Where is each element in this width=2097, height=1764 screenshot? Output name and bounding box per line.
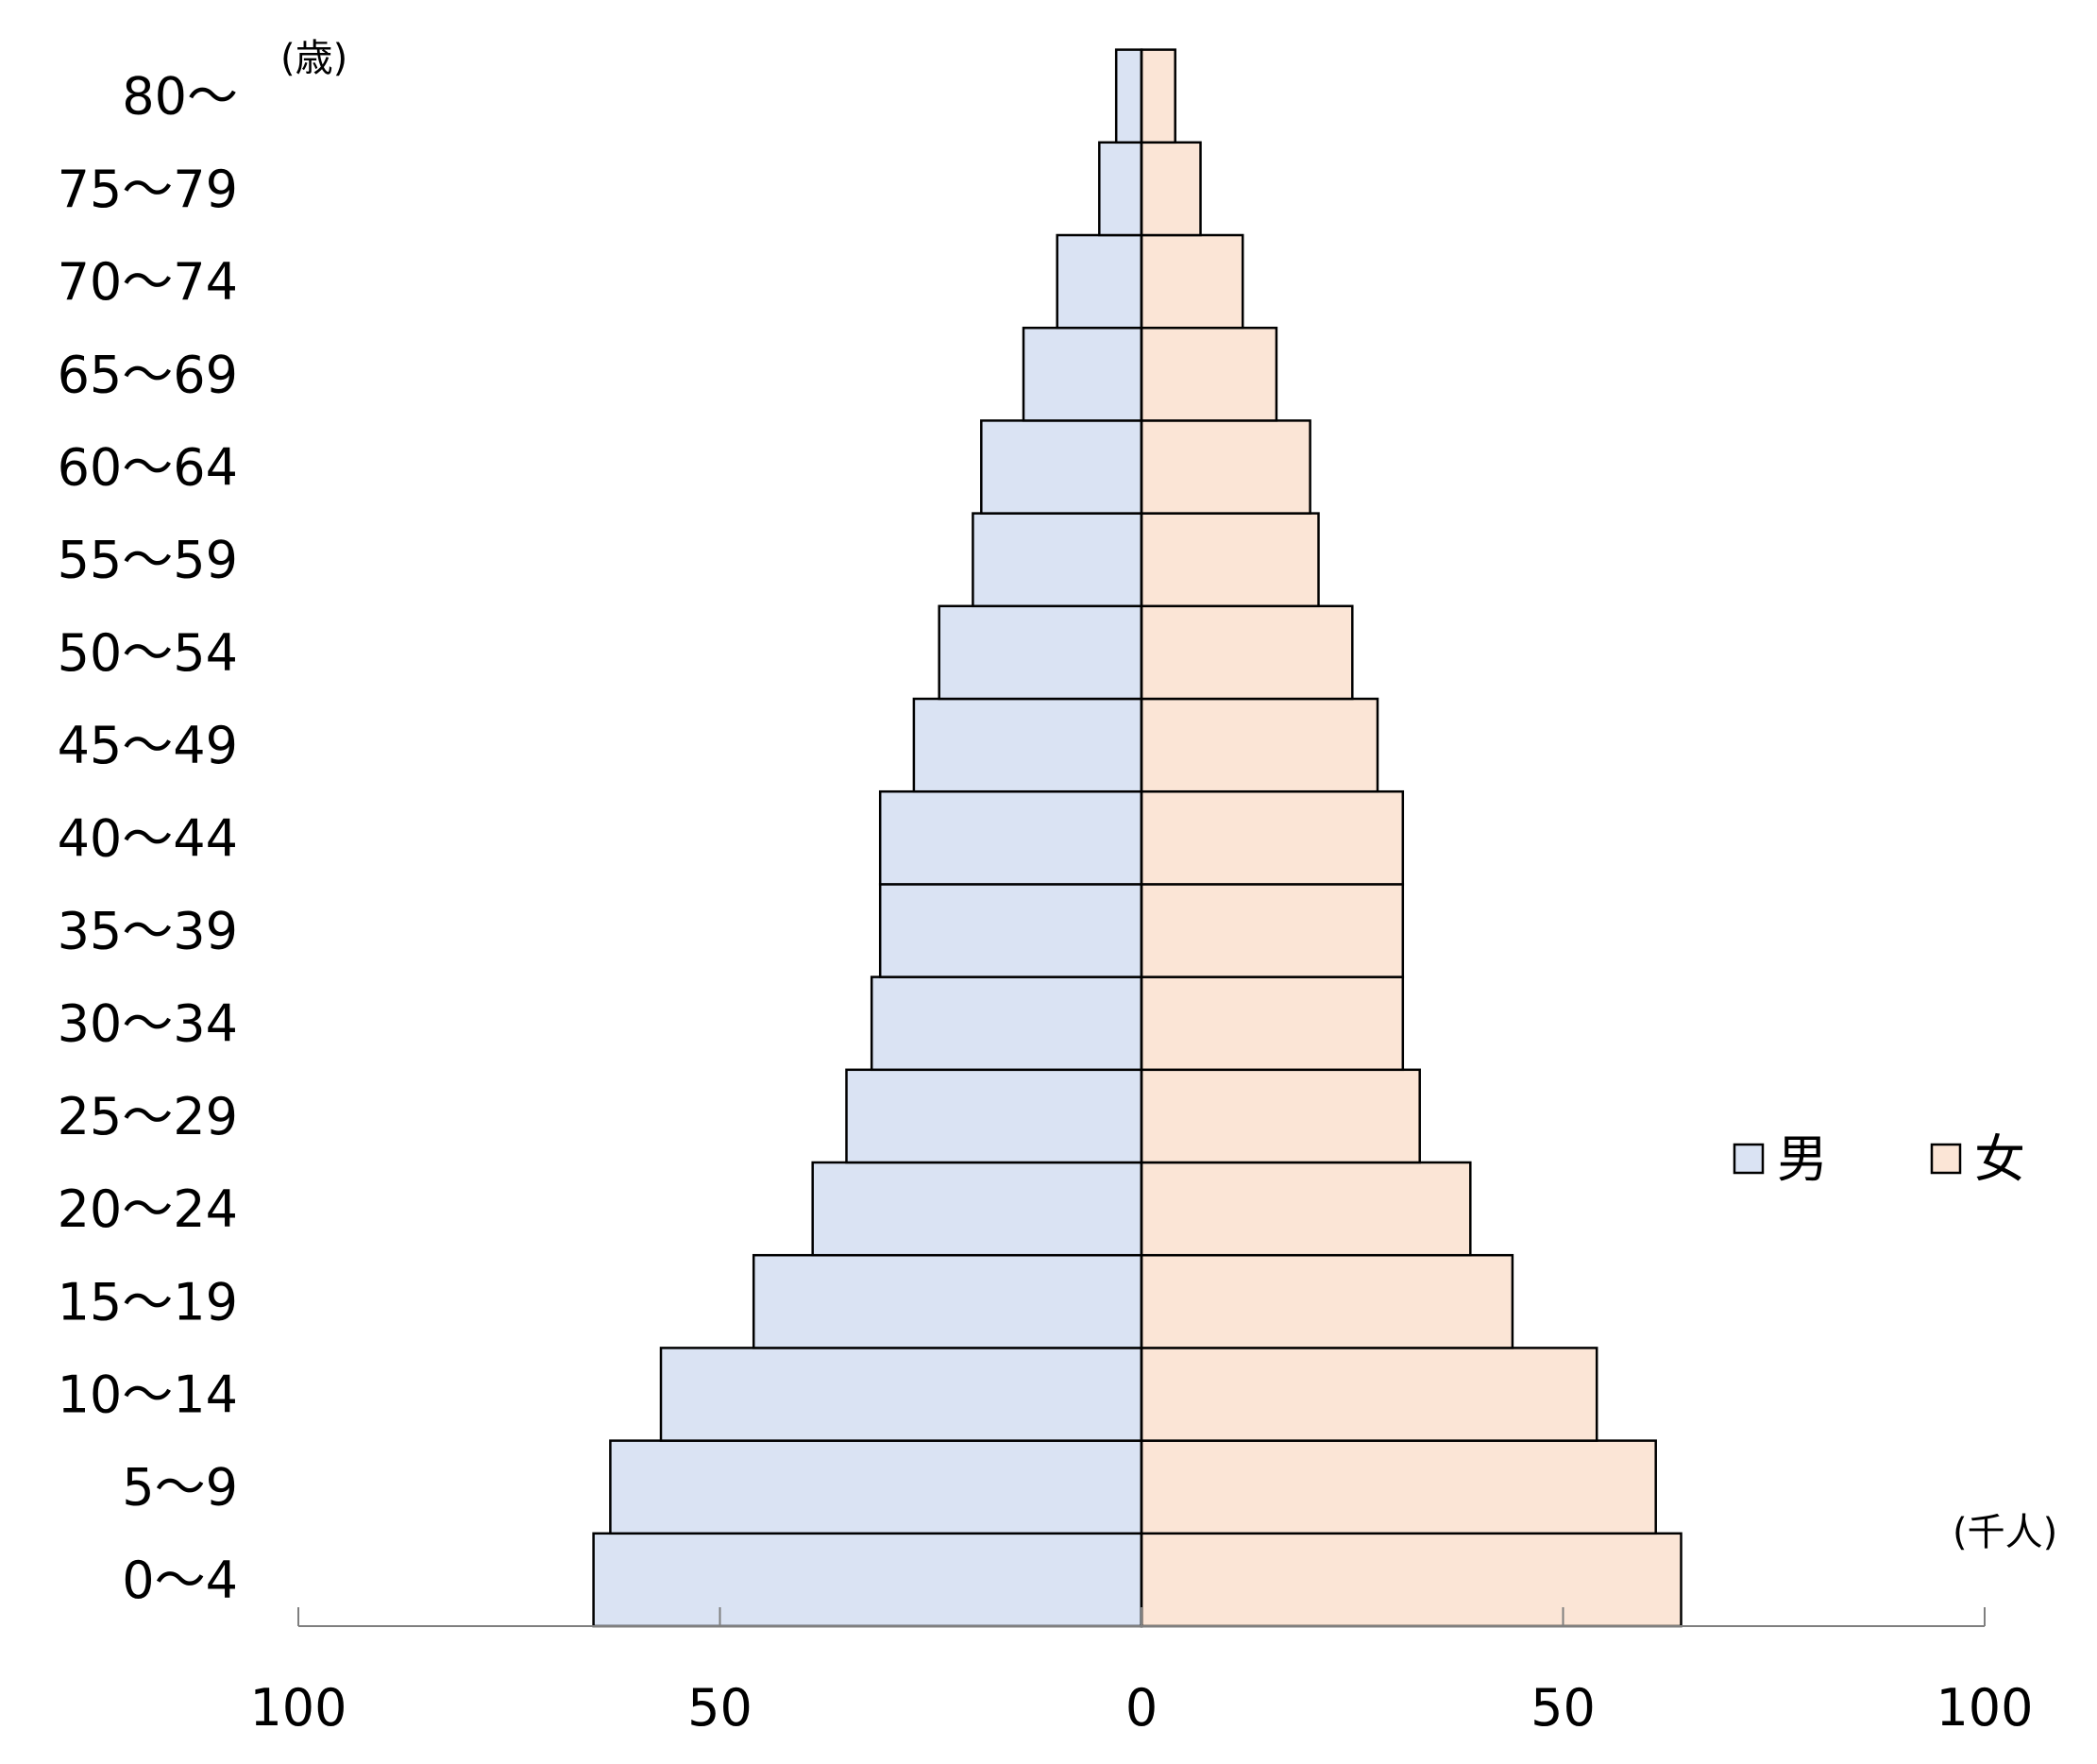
bar-male-15 [1098, 141, 1143, 237]
bar-female-11 [1140, 512, 1320, 608]
bar-male-6 [870, 975, 1143, 1072]
legend-label-female: 女 [1974, 1129, 2025, 1189]
bar-female-6 [1140, 975, 1405, 1072]
x-tick-label: 50 [687, 1678, 753, 1738]
age-group-label: 65〜69 [58, 345, 238, 404]
age-group-label: 25〜29 [58, 1087, 238, 1146]
legend-label-male: 男 [1777, 1129, 1828, 1189]
age-group-label: 15〜19 [58, 1272, 238, 1331]
age-group-label: 55〜59 [58, 531, 238, 590]
legend: 男女 [1733, 1129, 2025, 1189]
age-group-label: 20〜24 [58, 1179, 238, 1239]
bar-male-12 [980, 419, 1143, 515]
x-tick-label: 100 [249, 1678, 347, 1738]
age-group-label: 60〜64 [58, 438, 238, 498]
bar-female-15 [1140, 141, 1202, 237]
bar-female-10 [1140, 604, 1354, 701]
legend-swatch-male [1733, 1143, 1765, 1175]
x-axis: 100 50 0 50 100 [249, 1607, 2034, 1738]
x-tick-label: 100 [1936, 1678, 2033, 1738]
age-group-label: 0〜4 [122, 1551, 238, 1610]
bar-male-1 [609, 1439, 1143, 1535]
bar-female-13 [1140, 326, 1278, 422]
bar-female-7 [1140, 883, 1405, 978]
x-unit-label: (千人) [1953, 1511, 2057, 1554]
bar-male-4 [811, 1161, 1143, 1257]
age-group-label: 40〜44 [58, 808, 238, 868]
age-group-label: 50〜54 [58, 623, 238, 683]
bar-male-10 [938, 604, 1143, 701]
bar-female-9 [1140, 697, 1379, 793]
bar-male-2 [659, 1347, 1143, 1442]
bar-female-5 [1140, 1068, 1421, 1164]
age-group-label: 5〜9 [122, 1458, 238, 1518]
bar-male-9 [912, 697, 1143, 793]
bar-female-12 [1140, 419, 1311, 515]
bar-male-5 [845, 1068, 1143, 1164]
bar-male-14 [1056, 233, 1143, 330]
age-group-label: 30〜34 [58, 994, 238, 1054]
age-group-label: 80〜 [122, 67, 238, 127]
age-group-label: 70〜74 [58, 252, 238, 312]
bar-male-8 [878, 789, 1143, 886]
bar-male-13 [1022, 326, 1143, 422]
x-tick-label: 50 [1530, 1678, 1596, 1738]
bar-female-0 [1140, 1532, 1683, 1628]
y-unit-label: (歳) [280, 37, 347, 80]
bar-male-11 [972, 512, 1143, 608]
bars-group [592, 48, 1683, 1628]
age-group-labels: 0〜4 5〜9 10〜14 15〜19 20〜24 25〜29 30〜34 35〜39 40〜4… [58, 67, 238, 1610]
bar-female-1 [1140, 1439, 1657, 1535]
age-group-label: 75〜79 [58, 160, 238, 219]
bar-male-0 [592, 1532, 1143, 1628]
legend-swatch-female [1930, 1143, 1962, 1175]
bar-female-14 [1140, 233, 1244, 330]
bar-male-16 [1114, 48, 1143, 144]
age-group-label: 10〜14 [58, 1365, 238, 1425]
bar-female-8 [1140, 789, 1405, 886]
age-group-label: 45〜49 [58, 716, 238, 775]
x-tick-label: 0 [1125, 1678, 1158, 1738]
bar-female-3 [1140, 1253, 1514, 1349]
bar-female-4 [1140, 1161, 1472, 1257]
bar-female-16 [1140, 48, 1176, 144]
age-group-label: 35〜39 [58, 902, 238, 961]
bar-male-3 [752, 1253, 1143, 1349]
bar-male-7 [878, 883, 1143, 978]
bar-female-2 [1140, 1347, 1598, 1442]
